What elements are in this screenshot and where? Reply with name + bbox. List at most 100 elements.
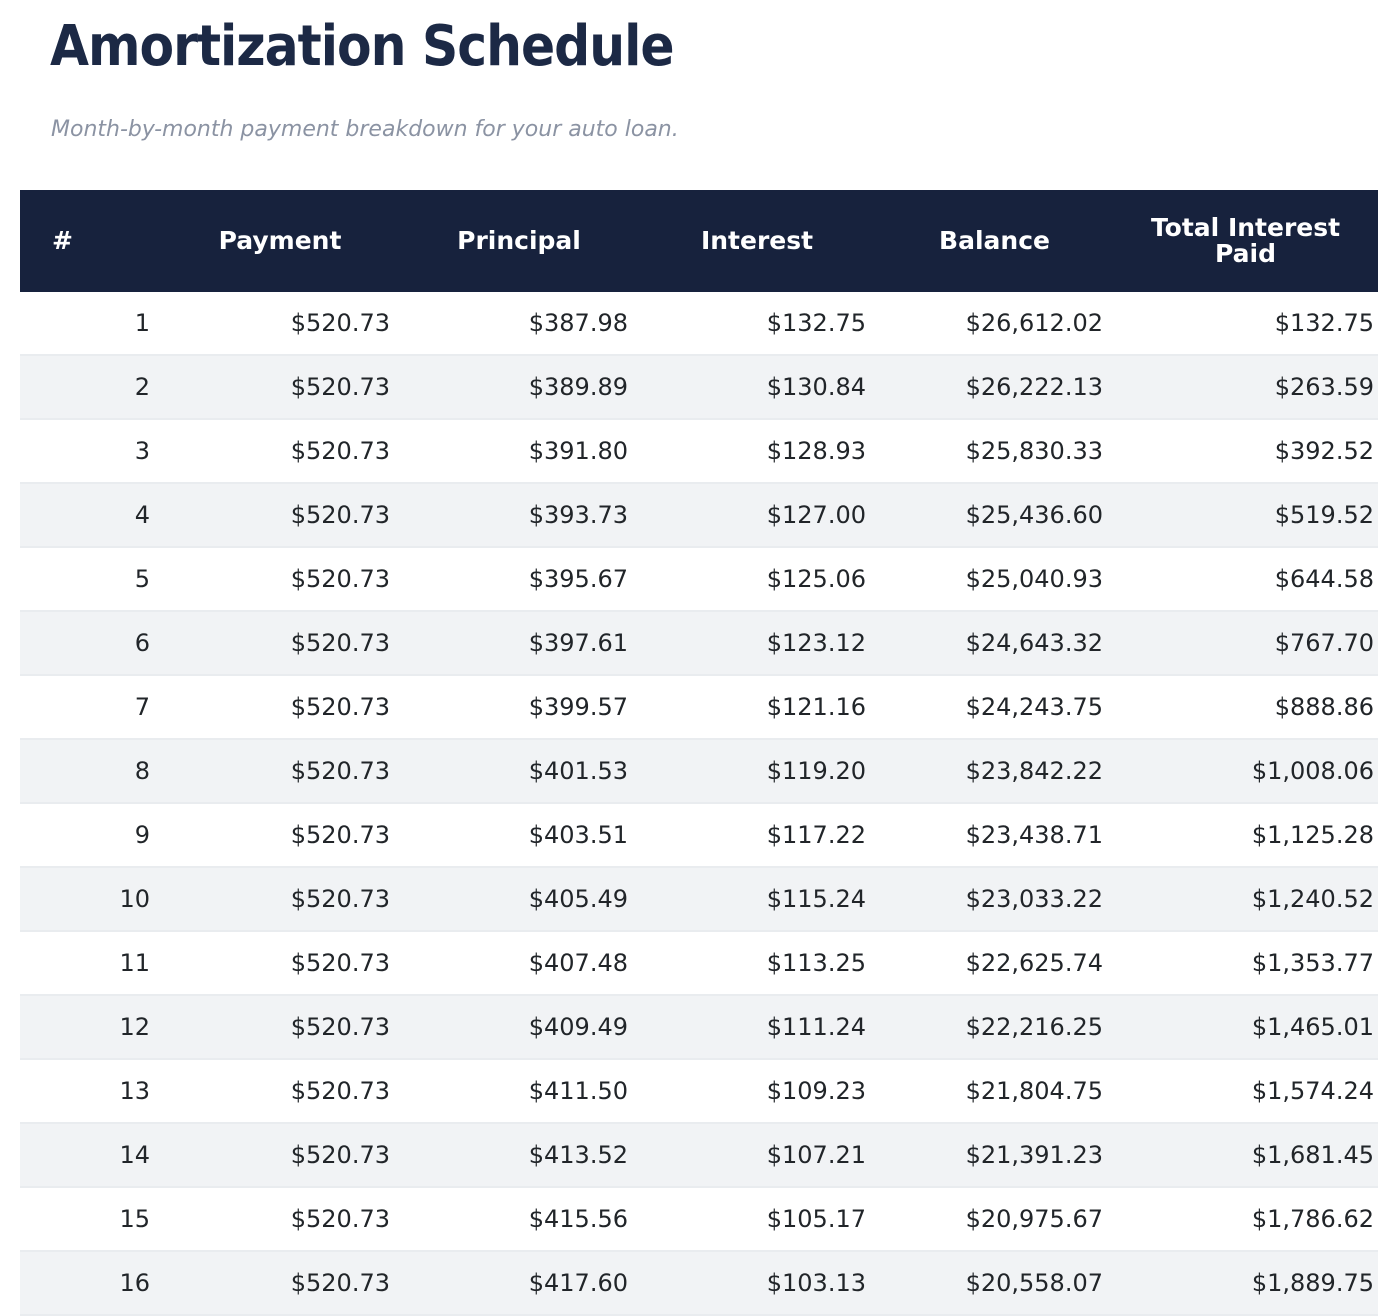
table-cell: $25,830.33 [965, 437, 1103, 465]
column-header-balance: Balance [876, 190, 1113, 292]
page-subtitle: Month-by-month payment breakdown for you… [51, 117, 679, 142]
table-cell: $263.59 [1274, 373, 1374, 401]
table-cell: $393.73 [528, 501, 628, 529]
table-cell: $520.73 [290, 821, 390, 849]
table-cell: 2 [134, 373, 150, 401]
table-cell: $20,558.07 [965, 1269, 1103, 1297]
table-row: 1 $520.73 $387.98 $132.75 $26,612.02 $132.75 [20, 292, 1378, 355]
table-cell: $23,438.71 [965, 821, 1103, 849]
table-row: 16 $520.73 $417.60 $103.13 $20,558.07 $1,889.… [20, 1251, 1378, 1315]
page-title: Amortization Schedule [50, 14, 675, 79]
table-cell: $395.67 [528, 565, 628, 593]
amortization-table: # Payment Principal Interest Balance Tot… [20, 190, 1378, 1316]
table-cell: $111.24 [766, 1013, 866, 1041]
table-cell: $389.89 [528, 373, 628, 401]
table-cell: $520.73 [290, 1269, 390, 1297]
table-cell: 1 [134, 309, 150, 337]
table-cell: $130.84 [766, 373, 866, 401]
table-cell: $520.73 [290, 437, 390, 465]
table-body: 1 $520.73 $387.98 $132.75 $26,612.02 $132.75 2… [20, 292, 1378, 1315]
table-cell: $1,574.24 [1251, 1077, 1374, 1105]
table-cell: $520.73 [290, 309, 390, 337]
table-cell: $520.73 [290, 1077, 390, 1105]
table-cell: $1,465.01 [1251, 1013, 1374, 1041]
column-header-principal: Principal [400, 190, 638, 292]
table-cell: 11 [119, 949, 150, 977]
table-row: 13 $520.73 $411.50 $109.23 $21,804.75 $1,574.… [20, 1059, 1378, 1123]
table-cell: $21,391.23 [965, 1141, 1103, 1169]
table-cell: $767.70 [1274, 629, 1374, 657]
table-cell: $417.60 [528, 1269, 628, 1297]
table-cell: $121.16 [766, 693, 866, 721]
table-cell: $132.75 [766, 309, 866, 337]
table-cell: $397.61 [528, 629, 628, 657]
table-row: 12 $520.73 $409.49 $111.24 $22,216.25 $1,465.… [20, 995, 1378, 1059]
table-cell: $25,040.93 [965, 565, 1103, 593]
table-cell: $22,216.25 [965, 1013, 1103, 1041]
column-header-interest: Interest [638, 190, 876, 292]
table-cell: $1,353.77 [1251, 949, 1374, 977]
table-cell: $123.12 [766, 629, 866, 657]
table-cell: 13 [119, 1077, 150, 1105]
table-header: # Payment Principal Interest Balance Tot… [20, 190, 1378, 292]
table-cell: $520.73 [290, 373, 390, 401]
table-cell: $1,681.45 [1251, 1141, 1374, 1169]
table-cell: $409.49 [528, 1013, 628, 1041]
table-cell: 4 [134, 501, 150, 529]
table-row: 4 $520.73 $393.73 $127.00 $25,436.60 $519.52 [20, 483, 1378, 547]
table-row: 6 $520.73 $397.61 $123.12 $24,643.32 $767.70 [20, 611, 1378, 675]
table-cell: $113.25 [766, 949, 866, 977]
table-cell: $520.73 [290, 629, 390, 657]
table-cell: $411.50 [528, 1077, 628, 1105]
table-row: 10 $520.73 $405.49 $115.24 $23,033.22 $1,240.… [20, 867, 1378, 931]
table-cell: $128.93 [766, 437, 866, 465]
table-cell: $520.73 [290, 885, 390, 913]
table-cell: $520.73 [290, 949, 390, 977]
table-cell: 9 [134, 821, 150, 849]
table-row: 15 $520.73 $415.56 $105.17 $20,975.67 $1,786.… [20, 1187, 1378, 1251]
table-cell: 10 [119, 885, 150, 913]
table-cell: 8 [134, 757, 150, 785]
table-cell: $117.22 [766, 821, 866, 849]
table-cell: $127.00 [766, 501, 866, 529]
table-cell: $24,243.75 [965, 693, 1103, 721]
table-cell: $407.48 [528, 949, 628, 977]
table-row: 2 $520.73 $389.89 $130.84 $26,222.13 $263.59 [20, 355, 1378, 419]
column-header-total-interest-paid: Total Interest Paid [1113, 190, 1378, 292]
column-header-number: # [20, 190, 160, 292]
table-cell: $387.98 [528, 309, 628, 337]
table-cell: $403.51 [528, 821, 628, 849]
table-cell: $520.73 [290, 757, 390, 785]
table-cell: $520.73 [290, 693, 390, 721]
table-cell: $413.52 [528, 1141, 628, 1169]
table-cell: $1,008.06 [1251, 757, 1374, 785]
table-cell: $119.20 [766, 757, 866, 785]
table-cell: $520.73 [290, 1205, 390, 1233]
table-cell: 5 [134, 565, 150, 593]
table-cell: $1,786.62 [1251, 1205, 1374, 1233]
table-header-row: # Payment Principal Interest Balance Tot… [20, 190, 1378, 292]
table-row: 14 $520.73 $413.52 $107.21 $21,391.23 $1,681.… [20, 1123, 1378, 1187]
table-cell: 7 [134, 693, 150, 721]
table-cell: $103.13 [766, 1269, 866, 1297]
table-cell: $519.52 [1274, 501, 1374, 529]
table-cell: $24,643.32 [965, 629, 1103, 657]
table-cell: $520.73 [290, 501, 390, 529]
table-cell: 12 [119, 1013, 150, 1041]
table-cell: $888.86 [1274, 693, 1374, 721]
column-header-payment: Payment [160, 190, 400, 292]
table-cell: $520.73 [290, 1013, 390, 1041]
table-cell: 16 [119, 1269, 150, 1297]
table-cell: $20,975.67 [965, 1205, 1103, 1233]
table-cell: $109.23 [766, 1077, 866, 1105]
table-cell: $520.73 [290, 565, 390, 593]
table-row: 11 $520.73 $407.48 $113.25 $22,625.74 $1,353.… [20, 931, 1378, 995]
table-cell: $26,222.13 [965, 373, 1103, 401]
table-cell: $401.53 [528, 757, 628, 785]
page: Amortization Schedule Month-by-month pay… [0, 14, 1398, 1316]
table-row: 3 $520.73 $391.80 $128.93 $25,830.33 $392.52 [20, 419, 1378, 483]
table-cell: $125.06 [766, 565, 866, 593]
table-cell: $399.57 [528, 693, 628, 721]
table-cell: $132.75 [1274, 309, 1374, 337]
table-cell: $415.56 [528, 1205, 628, 1233]
